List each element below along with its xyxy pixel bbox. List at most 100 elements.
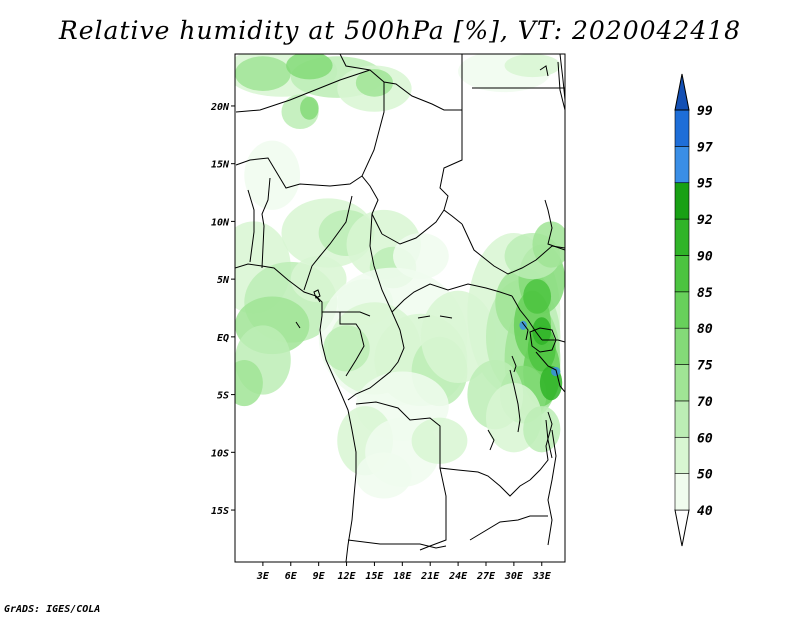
- lon-tick-label: 33E: [532, 571, 552, 582]
- border-drc-uganda: [511, 295, 543, 341]
- humidity-contour-area: [355, 452, 412, 499]
- colorbar-segment: [674, 218, 690, 256]
- map-frame: [234, 53, 566, 563]
- border-niger-algeria: [235, 69, 371, 113]
- border-uganda-kenya: [542, 339, 565, 343]
- humidity-contour-area: [523, 406, 561, 453]
- border-congo-drc: [347, 311, 405, 401]
- humidity-contour-area: [519, 320, 527, 330]
- colorbar-segment: [674, 182, 690, 220]
- border-sudan-ethiopia: [544, 199, 565, 251]
- colorbar-label: 60: [697, 431, 713, 446]
- border-gabon-congo: [339, 312, 365, 377]
- border-togo: [247, 189, 255, 263]
- lon-tick-label: 27E: [476, 571, 496, 582]
- humidity-contour-area: [504, 54, 561, 78]
- humidity-contour-area: [235, 56, 291, 91]
- lon-tick-label: 24E: [448, 571, 468, 582]
- lon-tick-label: 12E: [338, 571, 357, 582]
- border-benin: [261, 177, 271, 269]
- colorbar-upper-triangle: [674, 73, 690, 111]
- border-niger-chad: [361, 82, 385, 235]
- humidity-contour-area: [523, 279, 552, 314]
- lon-tick-label: 18E: [393, 571, 412, 582]
- lon-tick-label: 3E: [256, 571, 270, 582]
- colorbar-label: 40: [697, 504, 713, 519]
- humidity-contour-area: [532, 221, 565, 268]
- border-zambia-malawi: [529, 411, 553, 481]
- lon-tick-label: 15E: [365, 571, 384, 582]
- lon-tick-label: 30E: [504, 571, 524, 582]
- humidity-contour-area: [300, 96, 319, 120]
- colorbar-segment: [674, 400, 690, 438]
- lat-tick-label: 15S: [211, 506, 229, 517]
- colorbar-label: 70: [697, 395, 713, 410]
- coastline-west-africa: [235, 263, 357, 562]
- colorbar-label: 50: [697, 468, 713, 483]
- colorbar-label: 99: [697, 104, 713, 119]
- country-boundaries: [235, 54, 565, 562]
- longitude-axis: 3E 6E 9E 12E 15E 18E 21E 24E 27E 30E 33E: [256, 562, 552, 582]
- humidity-field-layer: [235, 54, 565, 499]
- border-mozambique: [547, 429, 557, 546]
- colorbar-segment: [674, 109, 690, 147]
- chart-title: Relative humidity at 500hPa [%], VT: 202…: [58, 16, 742, 45]
- border-angola-namibia: [347, 539, 447, 549]
- humidity-contour-area: [532, 317, 552, 345]
- lat-tick-label: 20N: [210, 102, 230, 113]
- lat-tick-label: 15N: [211, 160, 230, 171]
- border-zambia-zimbabwe: [469, 515, 548, 541]
- grads-credit: GrADS: IGES/COLA: [4, 604, 101, 615]
- colorbar-label: 92: [697, 213, 713, 228]
- humidity-contour-area: [323, 325, 370, 372]
- border-lake-mweru: [487, 429, 495, 451]
- border-nigeria-cameroon: [303, 195, 353, 291]
- colorbar-segment: [674, 364, 690, 402]
- colorbar-segment: [674, 255, 690, 293]
- border-cameroon-gabon: [322, 311, 371, 317]
- humidity-contour-area: [235, 359, 263, 407]
- latitude-axis: 20N 15N 10N 5N EQ 5S 10S 15S: [210, 102, 235, 517]
- border-niger-nigeria: [235, 157, 363, 189]
- colorbar-label: 95: [697, 177, 713, 192]
- colorbar-label: 97: [697, 140, 713, 155]
- lon-tick-label: 9E: [313, 571, 326, 582]
- lake-kivu: [511, 355, 517, 373]
- humidity-contour-area: [244, 140, 301, 210]
- lake-albert: [521, 321, 529, 341]
- lat-tick-label: 5N: [217, 275, 230, 286]
- lon-tick-label: 6E: [285, 571, 298, 582]
- lake-malawi: [545, 419, 553, 459]
- humidity-contour-area: [290, 256, 347, 303]
- border-angola-zambia: [419, 467, 447, 551]
- lat-tick-label: EQ: [217, 333, 229, 344]
- colorbar-label: 80: [697, 322, 713, 337]
- colorbar-segment: [674, 291, 690, 329]
- border-car-sudan: [461, 223, 565, 275]
- border-east-edge: [557, 61, 565, 111]
- colorbar-segment: [674, 473, 690, 511]
- colorbar-lower-triangle: [674, 509, 690, 547]
- border-lake-tanganyika: [509, 369, 521, 433]
- coastline-east: [559, 54, 565, 101]
- border-car-north: [381, 209, 445, 245]
- colorbar: 40 50 60 70 75 80 85 90 92 95 97 99: [674, 73, 713, 547]
- border-algeria-libya: [339, 54, 462, 111]
- colorbar-segment: [674, 327, 690, 365]
- lat-tick-label: 10S: [211, 448, 229, 459]
- colorbar-label: 85: [697, 286, 713, 301]
- border-tanzania: [535, 351, 565, 393]
- colorbar-segment: [674, 436, 690, 474]
- border-chad-sudan: [439, 110, 463, 225]
- bioko-island: [313, 289, 321, 299]
- congo-river-islands: [295, 295, 453, 329]
- colorbar-label: 75: [697, 359, 713, 374]
- nile-delta: [539, 65, 549, 77]
- lat-tick-label: 10N: [211, 217, 230, 228]
- lake-victoria: [529, 327, 557, 353]
- border-cameroon-car: [369, 213, 393, 313]
- colorbar-segment: [674, 146, 690, 184]
- lon-tick-label: 21E: [420, 571, 440, 582]
- colorbar-label: 90: [697, 249, 713, 264]
